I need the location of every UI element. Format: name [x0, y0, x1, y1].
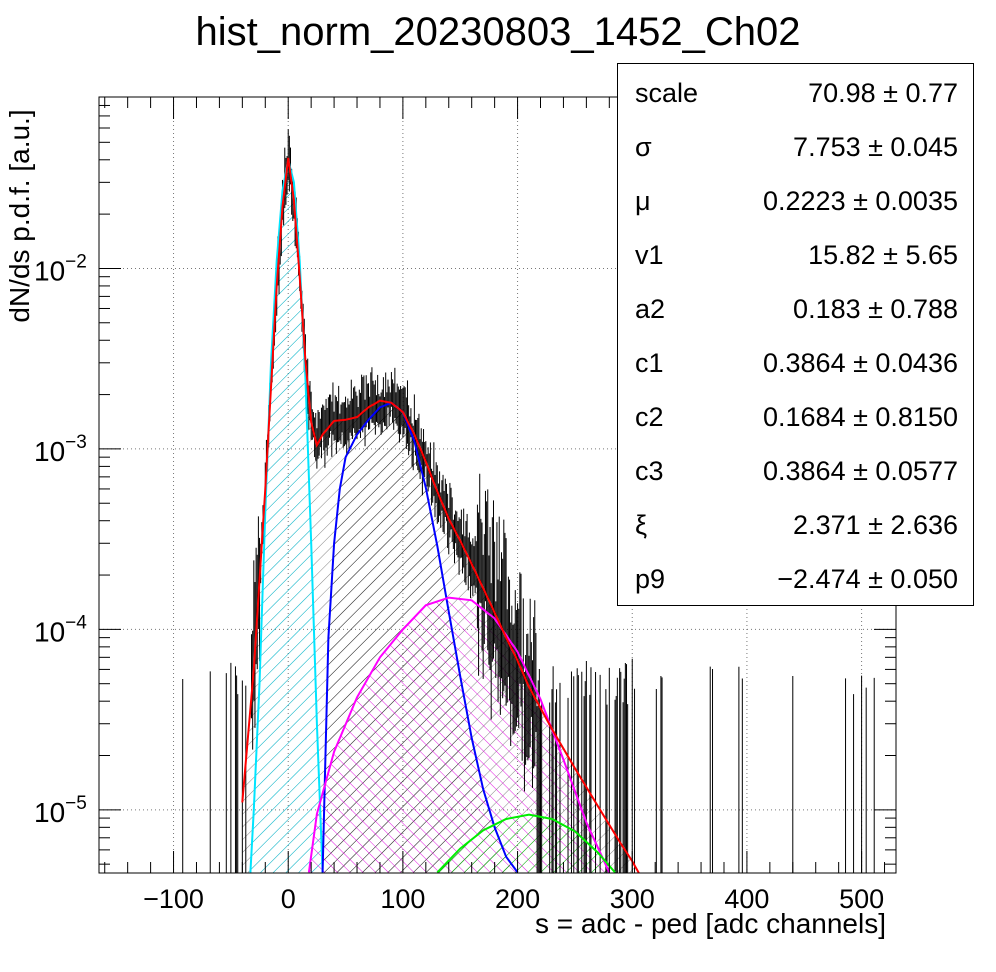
stat-name: c3	[635, 456, 664, 486]
stat-value: 0.3864 ± 0.0577	[763, 456, 958, 486]
stat-value: 0.2223 ± 0.0035	[763, 186, 958, 216]
component-fill	[308, 597, 610, 873]
stat-row: scale 70.98 ± 0.77	[618, 66, 973, 120]
stat-value: 2.371 ± 2.636	[793, 510, 958, 540]
stat-value: 70.98 ± 0.77	[808, 78, 958, 108]
x-tick-label: 0	[281, 884, 296, 914]
stat-value: 15.82 ± 5.65	[808, 240, 958, 270]
stat-row: μ 0.2223 ± 0.0035	[618, 174, 973, 228]
fit-curve	[241, 157, 640, 873]
fit-curve	[436, 813, 616, 873]
y-tick-label: 10−5	[34, 793, 87, 828]
stat-name: v1	[635, 240, 664, 270]
x-tick-label: 300	[610, 884, 655, 914]
x-axis-label: s = adc - ped [adc channels]	[535, 908, 886, 939]
plot-contents	[182, 129, 875, 873]
x-tick-label: −100	[143, 884, 204, 914]
stat-name: σ	[635, 132, 652, 162]
x-tick-label: 200	[495, 884, 540, 914]
x-tick-label: 400	[724, 884, 769, 914]
y-tick-label: 10−2	[34, 251, 87, 286]
stat-row: v1 15.82 ± 5.65	[618, 228, 973, 282]
x-tick-label: 100	[380, 884, 425, 914]
fit-stats-box: scale 70.98 ± 0.77 σ 7.753 ± 0.045 μ 0.2223…	[617, 63, 974, 606]
stat-row: c2 0.1684 ± 0.8150	[618, 390, 973, 444]
stat-row: c1 0.3864 ± 0.0436	[618, 336, 973, 390]
y-tick-label: 10−4	[34, 612, 87, 647]
stat-value: 0.183 ± 0.788	[793, 294, 958, 324]
stat-name: scale	[635, 78, 699, 108]
fit-curve	[307, 596, 611, 873]
stat-value: −2.474 ± 0.050	[777, 564, 958, 594]
y-axis-label: dN/ds p.d.f. [a.u.]	[4, 109, 35, 323]
stat-row: σ 7.753 ± 0.045	[618, 120, 973, 174]
chart-title: hist_norm_20230803_1452_Ch02	[195, 10, 801, 54]
y-tick-label: 10−3	[34, 432, 87, 467]
stat-name: ξ	[635, 510, 648, 540]
stat-row: a2 0.183 ± 0.788	[618, 282, 973, 336]
stat-row: ξ 2.371 ± 2.636	[618, 498, 973, 552]
stat-name: a2	[635, 294, 666, 324]
stat-value: 0.1684 ± 0.8150	[763, 402, 958, 432]
x-tick-label: 500	[839, 884, 884, 914]
component-fill	[250, 159, 323, 873]
stat-name: c1	[635, 348, 664, 378]
stat-row: p9 −2.474 ± 0.050	[618, 552, 973, 606]
stat-name: c2	[635, 402, 664, 432]
stat-name: p9	[635, 564, 666, 594]
stat-value: 0.3864 ± 0.0436	[763, 348, 958, 378]
stat-row: c3 0.3864 ± 0.0577	[618, 444, 973, 498]
stat-value: 7.753 ± 0.045	[793, 132, 958, 162]
stat-name: μ	[635, 186, 651, 216]
